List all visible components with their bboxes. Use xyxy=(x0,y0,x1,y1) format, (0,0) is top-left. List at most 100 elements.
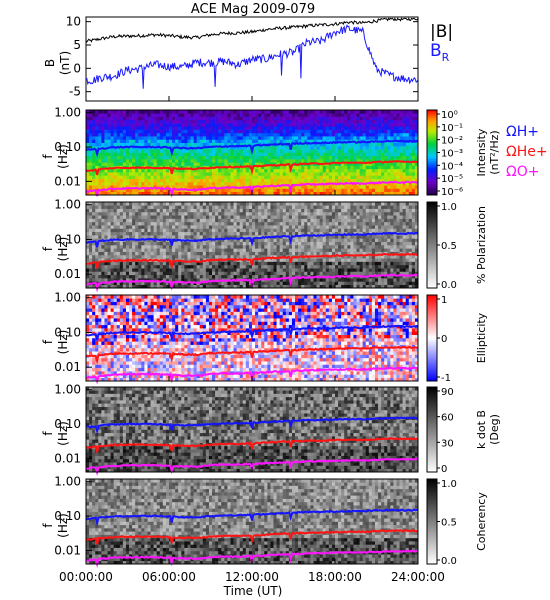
heatmap-cell xyxy=(107,284,111,289)
heatmap-cell xyxy=(304,235,308,239)
heatmap-cell xyxy=(162,274,167,279)
heatmap-cell xyxy=(169,159,173,163)
heatmap-cell xyxy=(276,139,280,143)
heatmap-cell xyxy=(276,248,280,252)
heatmap-cell xyxy=(313,139,317,143)
heatmap-cell xyxy=(156,268,161,272)
heatmap-cell xyxy=(221,241,225,246)
heatmap-cell xyxy=(328,123,333,127)
heatmap-cell xyxy=(304,119,308,124)
heatmap-cell xyxy=(190,152,194,157)
heatmap-cell xyxy=(212,168,216,173)
heatmap-cell xyxy=(212,271,216,276)
heatmap-cell xyxy=(273,145,277,150)
heatmap-cell xyxy=(304,139,308,143)
heatmap-cell xyxy=(248,241,253,246)
colorbar-title: Intensity xyxy=(475,128,488,176)
heatmap-cell xyxy=(147,205,151,209)
heatmap-cell xyxy=(224,254,228,259)
heatmap-cell xyxy=(107,188,111,193)
heatmap-cell xyxy=(190,185,194,189)
heatmap-cell xyxy=(129,218,133,223)
heatmap-cell xyxy=(248,191,253,196)
heatmap-cell xyxy=(141,188,145,193)
heatmap-cell xyxy=(295,228,299,233)
heatmap-cell xyxy=(205,245,210,249)
heatmap-cell xyxy=(147,185,151,189)
heatmap-cell xyxy=(242,215,247,219)
heatmap-cell xyxy=(181,245,185,249)
heatmap-cell xyxy=(405,110,410,114)
heatmap-cell xyxy=(411,168,416,173)
heatmap-cell xyxy=(208,231,213,236)
heatmap-cell xyxy=(341,110,345,114)
heatmap-cell xyxy=(288,264,293,269)
heatmap-cell xyxy=(104,231,108,236)
heatmap-cell xyxy=(295,132,299,137)
heatmap-cell xyxy=(279,119,284,124)
heatmap-cell xyxy=(365,178,370,183)
heatmap-cell xyxy=(255,152,259,157)
heatmap-cell xyxy=(316,149,320,153)
heatmap-cell xyxy=(212,235,216,239)
heatmap-cell xyxy=(255,251,259,256)
heatmap-cell xyxy=(242,202,247,206)
heatmap-cell xyxy=(190,235,194,239)
heatmap-cell xyxy=(279,268,284,272)
heatmap-cell xyxy=(273,139,277,143)
heatmap-cell xyxy=(411,136,416,140)
legend-b-radial-subscript: R xyxy=(442,51,450,64)
heatmap-cell xyxy=(245,202,250,206)
heatmap-cell xyxy=(156,271,161,276)
heatmap-cell xyxy=(242,218,247,223)
heatmap-cell xyxy=(230,251,234,256)
heatmap-cell xyxy=(414,126,419,130)
heatmap-cell xyxy=(276,152,280,157)
heatmap-cell xyxy=(162,284,167,289)
heatmap-cell xyxy=(252,159,256,163)
heatmap-cell xyxy=(319,264,323,269)
heatmap-cell xyxy=(252,175,256,179)
heatmap-cell xyxy=(341,149,345,153)
heatmap-cell xyxy=(264,172,268,176)
heatmap-cell xyxy=(368,149,373,153)
heatmap-cell xyxy=(328,281,333,285)
heatmap-cell xyxy=(107,245,111,249)
heatmap-cell xyxy=(298,264,302,269)
heatmap-cell xyxy=(193,126,197,130)
heatmap-cell xyxy=(313,215,317,219)
heatmap-cell xyxy=(399,185,403,189)
heatmap-cell xyxy=(132,116,136,121)
heatmap-cell xyxy=(144,235,148,239)
heatmap-cell xyxy=(319,231,323,236)
heatmap-cell xyxy=(304,248,308,252)
heatmap-cell xyxy=(92,132,96,137)
heatmap-cell xyxy=(208,172,213,176)
heatmap-cell xyxy=(288,175,293,179)
heatmap-cell xyxy=(328,221,333,226)
heatmap-cell xyxy=(147,274,151,279)
heatmap-cell xyxy=(162,129,167,134)
heatmap-cell xyxy=(353,123,357,127)
heatmap-cell xyxy=(331,119,336,124)
heatmap-cell xyxy=(368,188,373,193)
heatmap-cell xyxy=(153,142,157,147)
heatmap-cell xyxy=(95,142,99,147)
heatmap-cell xyxy=(335,155,339,160)
heatmap-cell xyxy=(328,132,333,137)
heatmap-cell xyxy=(196,129,201,134)
heatmap-cell xyxy=(233,178,237,183)
heatmap-cell xyxy=(221,123,225,127)
heatmap-cell xyxy=(245,188,250,193)
heatmap-cell xyxy=(270,152,274,157)
heatmap-cell xyxy=(233,159,237,163)
heatmap-cell xyxy=(221,231,225,236)
heatmap-cell xyxy=(122,205,127,209)
heatmap-cell xyxy=(264,218,268,223)
heatmap-cell xyxy=(310,231,314,236)
heatmap-cell xyxy=(135,123,139,127)
heatmap-cell xyxy=(89,271,93,276)
heatmap-cell xyxy=(129,113,133,117)
heatmap-cell xyxy=(368,142,373,147)
heatmap-cell xyxy=(110,159,114,163)
